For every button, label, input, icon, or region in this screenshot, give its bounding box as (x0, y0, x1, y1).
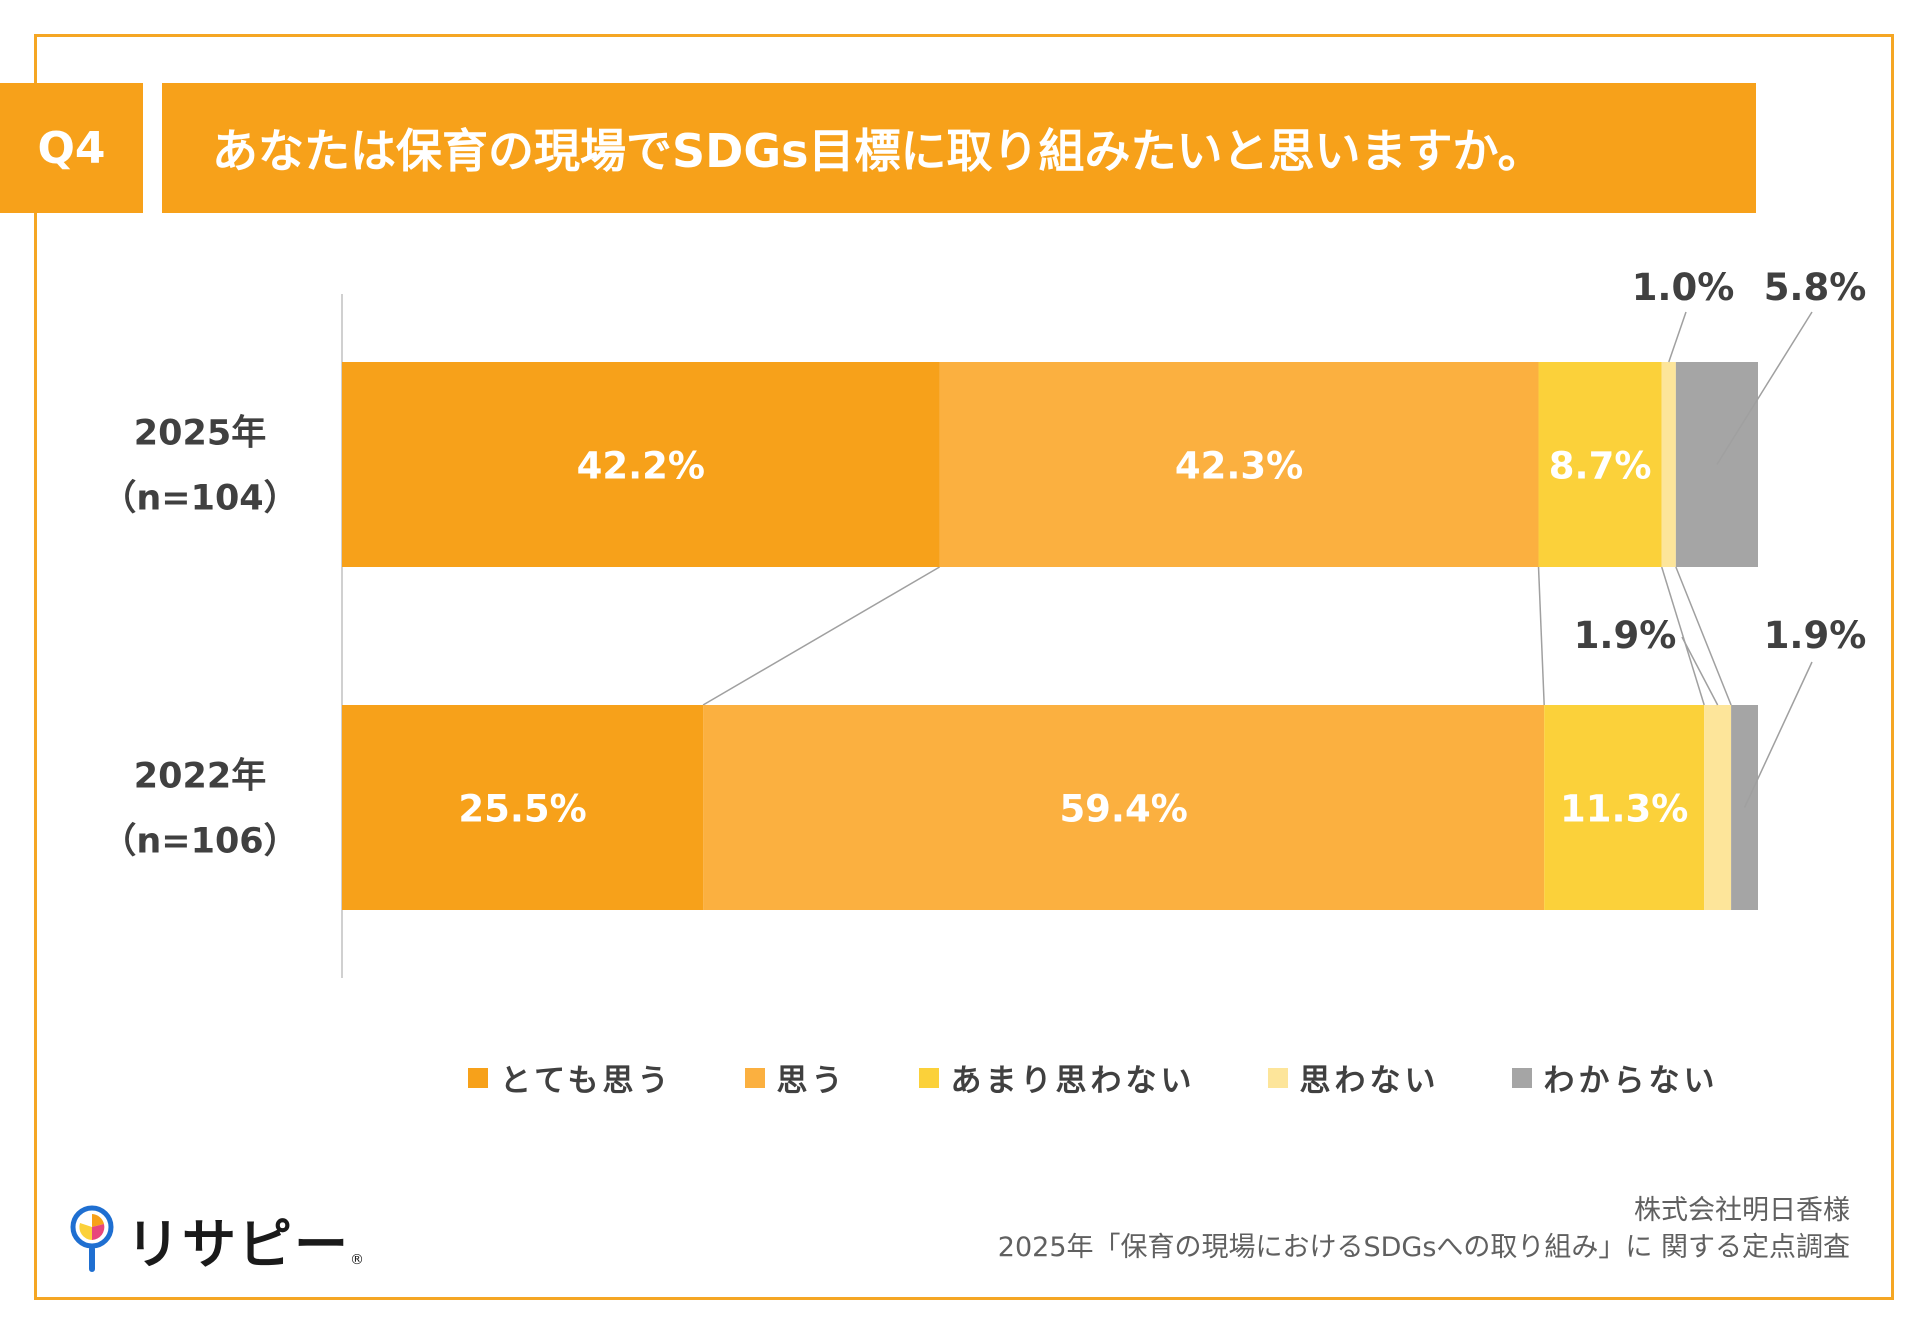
bar-segment (342, 362, 940, 567)
data-label: 42.3% (1175, 445, 1303, 488)
series-line (702, 566, 940, 706)
legend-swatch-icon (918, 1067, 939, 1088)
legend-swatch-icon (744, 1067, 765, 1088)
callout-label: 1.9% (1574, 614, 1677, 657)
callout-label: 1.0% (1632, 266, 1735, 309)
bar-segment (1704, 705, 1732, 910)
legend-item: 思う (744, 1055, 847, 1100)
chart-frame (34, 34, 1894, 1300)
data-label: 11.3% (1560, 788, 1688, 831)
data-label: 8.7% (1549, 445, 1652, 488)
logo-text: リサピー (126, 1213, 350, 1276)
source-note: 株式会社明日香様 2025年「保育の現場におけるSDGsへの取り組み」に 関する… (998, 1192, 1850, 1266)
legend-label: あまり思わない (950, 1063, 1196, 1099)
callout-label: 1.9% (1764, 614, 1867, 657)
legend-swatch-icon (468, 1067, 488, 1088)
bar-segment (1544, 705, 1705, 910)
category-label: 2022年 (134, 757, 266, 797)
bar-segment (1661, 362, 1676, 567)
leader-line (1743, 661, 1813, 808)
legend-item: 思わない (1267, 1055, 1440, 1100)
legend-swatch-icon (1267, 1067, 1288, 1088)
source-client: 株式会社明日香様 (1634, 1195, 1850, 1226)
legend-label: 思わない (1299, 1063, 1440, 1099)
leader-line (1716, 311, 1813, 465)
leader-line (1668, 311, 1687, 363)
bar-segment (703, 705, 1545, 910)
legend-item: わからない (1511, 1055, 1719, 1100)
question-badge: Q4 (0, 83, 143, 213)
bar-segment (939, 362, 1539, 567)
brand-logo: リサピー ® (70, 1200, 364, 1279)
callout-label: 5.8% (1764, 266, 1867, 309)
bar-segment (342, 705, 704, 910)
data-label: 25.5% (458, 788, 586, 831)
legend-item: あまり思わない (918, 1055, 1196, 1100)
pin-icon (70, 1205, 114, 1272)
legend-label: とても思う (500, 1063, 673, 1099)
source-survey: 2025年「保育の現場におけるSDGsへの取り組み」に 関する定点調査 (997, 1232, 1850, 1263)
legend: とても思う 思う あまり思わない 思わない わからない (468, 1055, 1791, 1100)
series-line (1675, 566, 1732, 706)
bar-segment (1538, 362, 1662, 567)
data-label: 59.4% (1059, 788, 1187, 831)
series-line (1537, 566, 1545, 706)
question-title: あなたは保育の現場でSDGs目標に取り組みたいと思いますか。 (162, 83, 1756, 213)
legend-item: とても思う (468, 1055, 673, 1100)
category-sublabel: （n=106） (101, 822, 298, 862)
logo-registered-mark: ® (350, 1251, 364, 1268)
series-line (1660, 566, 1705, 706)
category-label: 2025年 (134, 414, 266, 454)
legend-swatch-icon (1511, 1067, 1532, 1088)
category-sublabel: （n=104） (101, 479, 298, 519)
data-label: 42.2% (577, 445, 705, 488)
leader-line (1681, 636, 1719, 706)
legend-label: 思う (776, 1063, 847, 1099)
legend-label: わからない (1543, 1063, 1719, 1099)
